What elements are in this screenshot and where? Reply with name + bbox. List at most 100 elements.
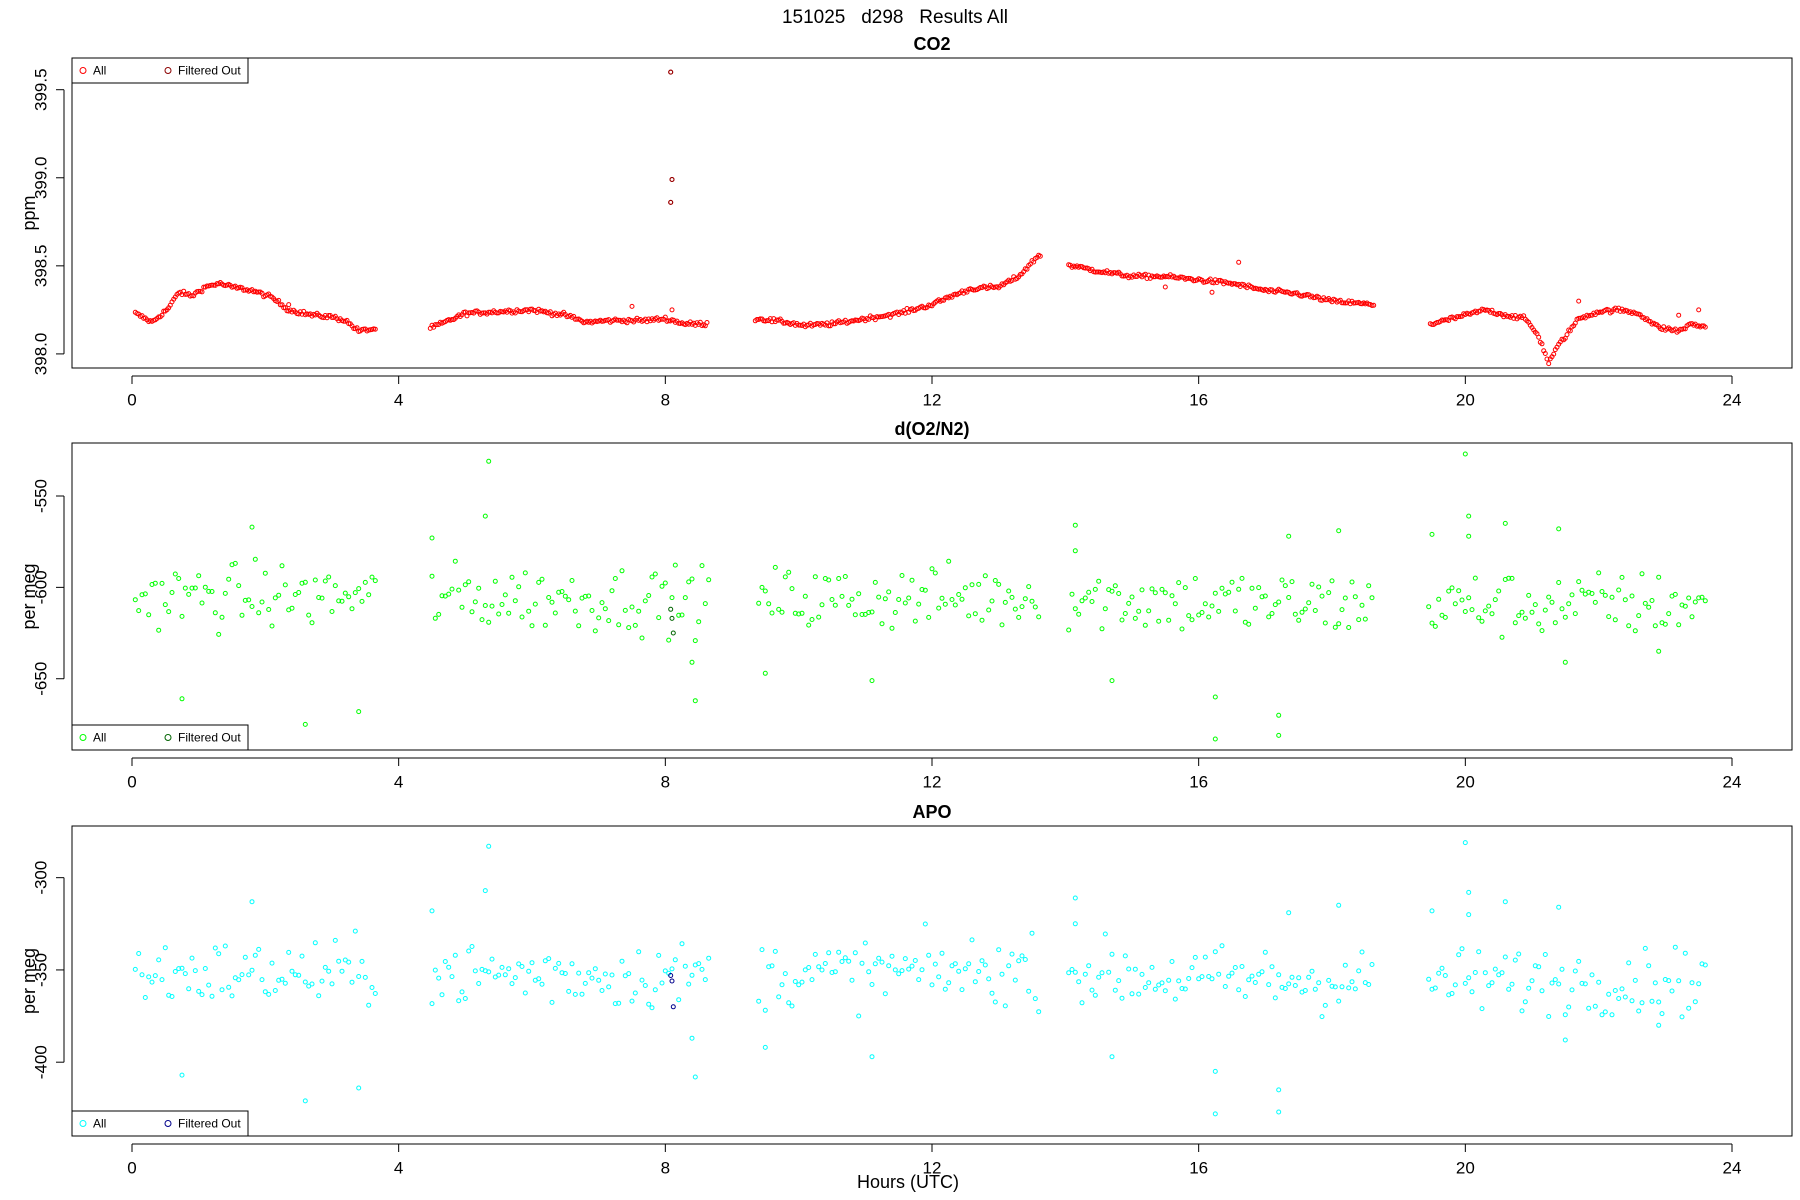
data-point	[519, 964, 525, 969]
data-point	[1562, 1012, 1568, 1018]
data-point	[526, 608, 532, 614]
data-point	[1639, 1000, 1645, 1006]
x-tick-label: 16	[1189, 772, 1208, 791]
data-point	[1446, 588, 1452, 594]
data-point	[1532, 602, 1538, 608]
data-point	[1462, 451, 1468, 457]
filtered-point	[668, 199, 674, 205]
data-point	[1152, 590, 1158, 596]
data-point	[1336, 902, 1342, 908]
data-point	[1332, 624, 1338, 630]
data-point	[239, 972, 245, 978]
data-point	[869, 982, 875, 987]
data-point	[1029, 930, 1035, 936]
data-point	[1596, 979, 1602, 985]
data-point	[989, 990, 995, 996]
data-point	[1346, 985, 1352, 991]
data-point	[1629, 593, 1635, 599]
data-point	[1012, 977, 1018, 983]
data-point	[1509, 981, 1515, 987]
data-point	[1192, 954, 1198, 960]
data-point	[609, 972, 615, 978]
data-point	[236, 583, 242, 589]
data-point	[429, 535, 435, 541]
data-point	[699, 966, 705, 972]
data-point	[772, 948, 778, 954]
data-point	[1306, 600, 1312, 606]
data-point	[669, 307, 675, 313]
data-point	[1136, 991, 1142, 997]
data-point	[349, 979, 355, 985]
data-point	[372, 991, 378, 996]
data-point	[866, 610, 872, 615]
data-point	[1567, 328, 1573, 334]
data-point	[956, 968, 962, 974]
data-point	[846, 602, 852, 608]
data-point	[1166, 617, 1172, 623]
data-point	[679, 612, 685, 618]
data-point	[539, 576, 545, 582]
data-point	[1356, 617, 1362, 623]
data-point	[339, 968, 345, 974]
data-point	[429, 1001, 435, 1007]
data-point	[1539, 988, 1545, 994]
data-point	[1616, 996, 1622, 1001]
data-point	[1212, 1068, 1218, 1074]
data-point	[1626, 960, 1632, 966]
data-point	[366, 592, 372, 598]
data-point	[1302, 606, 1308, 612]
data-point	[779, 982, 785, 988]
data-point	[1002, 599, 1008, 605]
data-point	[1222, 984, 1228, 989]
data-point	[1572, 320, 1578, 326]
data-point	[569, 961, 575, 967]
data-point	[212, 945, 218, 951]
data-point	[1006, 963, 1012, 969]
data-point	[1296, 975, 1302, 981]
data-point	[312, 940, 318, 946]
filtered-point	[669, 615, 675, 621]
data-point	[772, 564, 778, 570]
data-point	[866, 969, 872, 975]
data-point	[636, 949, 642, 955]
data-point	[1252, 605, 1258, 611]
data-point	[1322, 620, 1328, 626]
data-point	[789, 1003, 795, 1009]
data-point	[312, 577, 318, 583]
data-point	[1099, 626, 1105, 632]
data-point	[816, 614, 822, 620]
data-point	[1142, 985, 1148, 990]
data-point	[1232, 965, 1238, 970]
data-point	[1429, 620, 1435, 626]
data-point	[1096, 974, 1102, 980]
data-point	[762, 1044, 768, 1050]
data-point	[686, 981, 692, 987]
y-tick-label: 399.5	[31, 68, 50, 111]
legend-label: All	[93, 731, 106, 745]
data-point	[1109, 951, 1115, 957]
data-point	[962, 585, 968, 591]
data-point	[1022, 957, 1028, 962]
data-point	[1619, 574, 1625, 580]
data-point	[1172, 601, 1178, 607]
data-point	[436, 611, 442, 617]
data-point	[962, 966, 968, 972]
data-point	[1589, 591, 1595, 596]
plot-frame	[71, 825, 1793, 1137]
data-point	[1316, 584, 1322, 590]
data-point	[1576, 298, 1582, 304]
data-point	[689, 659, 695, 665]
data-point	[1696, 981, 1702, 987]
data-point	[1649, 998, 1655, 1004]
legend-marker	[164, 734, 172, 741]
data-point	[132, 966, 138, 972]
data-point	[1512, 620, 1518, 626]
data-point	[1339, 984, 1345, 990]
data-point	[662, 314, 668, 320]
data-point	[1162, 284, 1168, 290]
data-point	[452, 952, 458, 958]
data-point	[522, 990, 528, 996]
data-point	[1502, 520, 1508, 526]
data-point	[176, 576, 182, 581]
data-point	[656, 615, 662, 621]
